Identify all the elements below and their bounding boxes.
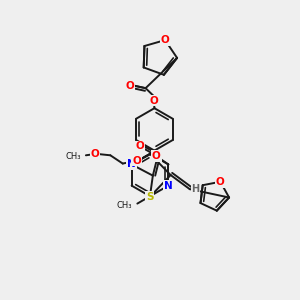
Text: O: O bbox=[135, 142, 144, 152]
Text: O: O bbox=[132, 156, 141, 166]
Text: H: H bbox=[192, 184, 200, 194]
Text: CH₃: CH₃ bbox=[66, 152, 82, 161]
Text: O: O bbox=[149, 95, 158, 106]
Text: S: S bbox=[146, 192, 154, 202]
Text: O: O bbox=[90, 149, 99, 159]
Text: O: O bbox=[216, 177, 225, 187]
Text: O: O bbox=[152, 151, 161, 161]
Text: O: O bbox=[161, 35, 170, 45]
Text: O: O bbox=[126, 81, 135, 91]
Text: N: N bbox=[127, 159, 136, 170]
Text: CH₃: CH₃ bbox=[117, 201, 132, 210]
Text: N: N bbox=[164, 181, 173, 190]
